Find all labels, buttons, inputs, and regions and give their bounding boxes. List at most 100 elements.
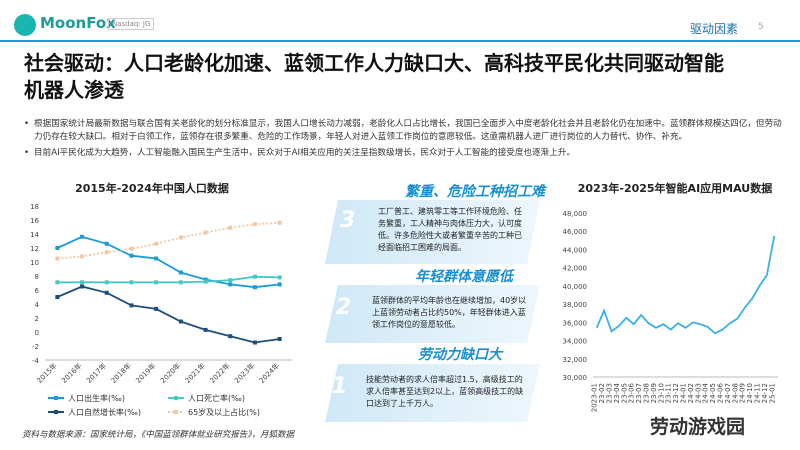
y-tick-label: 14: [30, 231, 39, 239]
x-tick-label: 24-04: [702, 382, 710, 403]
panel-heading: 年轻群体意愿低: [415, 269, 513, 285]
bullet: 目前AI平民化成为大趋势，人工智能融入国民生产生活中，民众对于AI相关应用的关注…: [22, 147, 782, 160]
point: [129, 280, 134, 285]
series-line: [57, 275, 280, 284]
point: [55, 280, 60, 285]
x-tick-label: 2019年: [134, 361, 158, 385]
panel-heading: 繁重、危险工种招工难: [405, 184, 545, 200]
panel: [325, 364, 540, 422]
point: [178, 280, 183, 285]
x-tick-label: 24-05: [709, 383, 717, 403]
mau-chart: 2023年-2025年智能AI应用MAU数据 30,000 32,000 34,000…: [563, 181, 778, 412]
point: [129, 246, 134, 251]
point: [252, 340, 257, 345]
x-tick-label: 23-03: [606, 383, 614, 403]
y-tick-label: 16: [30, 217, 39, 225]
legend-label: 人口死亡率(‰): [188, 393, 245, 403]
x-tick-label: 24-01: [680, 383, 688, 403]
x-tick-label: 2023-01: [591, 383, 599, 412]
y-tick-label: -4: [32, 357, 40, 365]
panel-number: 2: [336, 295, 352, 320]
point: [104, 280, 109, 285]
point: [277, 282, 282, 287]
x-tick-label: 23-08: [643, 383, 651, 403]
y-tick-label: 18: [30, 203, 39, 211]
point: [252, 222, 257, 227]
point: [55, 295, 60, 299]
panel-text: 蓝领群体的平均年龄也在继续增加，40岁以上蓝领劳动者占比约50%，年轻群体进入蓝…: [372, 296, 527, 329]
legend-swatch: [54, 410, 58, 414]
x-tick-label: 24-11: [754, 383, 762, 403]
bullet: 根据国家统计局最新数据与联合国有关老龄化的划分标准显示，我国人口增长动力减弱，老…: [22, 118, 782, 144]
series-line: [595, 235, 776, 335]
legend-label: 65岁及以上占比(%): [188, 407, 260, 417]
point: [203, 279, 208, 284]
point: [178, 270, 183, 275]
x-tick-label: 24-06: [717, 382, 725, 403]
y-tick-label: 36,000: [563, 319, 588, 327]
y-tick-label: 4: [35, 301, 40, 309]
panel-text: 工厂普工、建筑零工等工作环境危险、任务繁重，工人精神与肉体压力大，认可度低。许多…: [378, 207, 522, 252]
chart-title: 2023年-2025年智能AI应用MAU数据: [578, 181, 772, 195]
point: [228, 278, 233, 283]
point: [154, 256, 159, 261]
x-tick-label: 24-08: [731, 383, 739, 403]
panel-text: 技能劳动者的求人倍率超过1.5，高级技工的求人倍率甚至达到2以上，蓝领高级技工的…: [366, 375, 524, 408]
legend-label: 人口出生率(‰): [68, 393, 125, 403]
y-tick-label: 42,000: [563, 265, 588, 273]
page-number: 5: [758, 22, 764, 32]
x-tick-label: 23-04: [613, 382, 621, 403]
x-tick-label: 24-10: [746, 383, 754, 403]
y-tick-label: 12: [30, 245, 39, 253]
y-tick-label: 44,000: [563, 246, 588, 254]
y-tick-label: 32,000: [563, 356, 588, 364]
y-tick-label: 34,000: [563, 338, 588, 346]
point: [154, 280, 159, 285]
point: [277, 337, 282, 341]
x-tick-label: 2020年: [158, 361, 182, 385]
legend-swatch: [174, 396, 178, 400]
y-tick-label: 40,000: [563, 283, 588, 291]
y-tick-label: 2: [35, 315, 39, 323]
x-tick-label: 2017年: [84, 361, 108, 385]
point: [228, 282, 233, 287]
x-tick-label: 24-12: [761, 383, 769, 403]
x-tick-label: 2023年: [232, 361, 256, 385]
y-tick-label: 30,000: [563, 374, 588, 382]
x-tick-label: 2022年: [208, 361, 232, 385]
x-tick-label: 24-09: [739, 383, 747, 403]
y-tick-label: 48,000: [563, 210, 588, 218]
watermark: 劳动游戏园: [650, 416, 746, 438]
x-tick-label: 2021年: [183, 361, 207, 385]
section: 驱动因素: [690, 22, 739, 36]
series-line: [57, 221, 280, 260]
title: 社会驱动：人口老龄化加速、蓝领工作人力缺口大、高科技平民化共同驱动智能机器人渗透: [24, 51, 724, 102]
y-tick-label: 0: [35, 329, 39, 337]
point: [203, 277, 208, 282]
logo: MoonFox: [40, 14, 116, 32]
ticker: Nasdaq: JG: [108, 18, 155, 30]
x-tick-label: 23-11: [665, 383, 673, 403]
point: [252, 274, 257, 279]
population-chart: 2015年-2024年中国人口数据-4-20246810121416182015…: [30, 181, 292, 417]
series-line: [57, 235, 280, 289]
x-tick-label: 23-02: [598, 383, 606, 403]
y-tick-label: 10: [30, 259, 39, 267]
x-tick-label: 23-06: [628, 382, 636, 403]
x-tick-label: 24-03: [694, 383, 702, 403]
point: [228, 225, 233, 230]
x-tick-label: 23-10: [657, 383, 665, 403]
chart-title: 2015年-2024年中国人口数据: [75, 181, 229, 195]
panel-number: 3: [340, 208, 356, 233]
point: [277, 220, 282, 225]
y-tick-label: -2: [32, 343, 39, 351]
y-tick-label: 38,000: [563, 301, 588, 309]
x-tick-label: 2024年: [257, 361, 281, 385]
panel: [325, 285, 540, 343]
y-tick-label: 6: [35, 287, 40, 295]
x-tick-label: 23-07: [635, 383, 643, 403]
point: [80, 234, 85, 239]
x-tick-label: 23-12: [672, 383, 680, 403]
x-tick-label: 24-07: [724, 383, 732, 403]
x-tick-label: 2018年: [109, 361, 133, 385]
